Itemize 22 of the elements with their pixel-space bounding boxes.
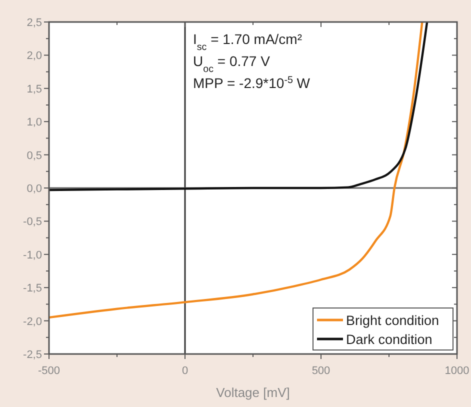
y-tick-label: -1,5 bbox=[23, 282, 42, 295]
annotation: U$_{oc}$ = 0.77 V bbox=[193, 53, 271, 74]
y-tick-label: -2,0 bbox=[23, 316, 42, 328]
y-tick-label: 1,5 bbox=[26, 83, 42, 96]
y-tick-label: 0,5 bbox=[26, 150, 42, 162]
y-tick-label: 0,0 bbox=[26, 183, 42, 195]
x-tick-label: 500 bbox=[312, 365, 330, 377]
annotation: MPP = -2.9*10$^{-5}$ W bbox=[193, 74, 311, 91]
y-tick-label: -1,0 bbox=[23, 249, 42, 262]
y-tick-label: 2,0 bbox=[26, 50, 42, 62]
annotation: I$_{sc}$ = 1.70 mA/cm² bbox=[193, 31, 302, 52]
line-series bbox=[49, 22, 428, 192]
y-tick-label: -0,5 bbox=[23, 216, 42, 228]
x-tick-label: 1000 bbox=[444, 365, 470, 377]
x-tick-label: -500 bbox=[38, 365, 60, 377]
y-tick-label: 2,5 bbox=[26, 17, 42, 29]
y-tick-label: -2,5 bbox=[23, 349, 42, 361]
y-tick-label: 1,0 bbox=[26, 116, 42, 129]
x-axis-title: Voltage [mV] bbox=[216, 385, 290, 400]
legend-label: Dark condition bbox=[346, 332, 432, 347]
x-tick-label: 0 bbox=[182, 365, 188, 377]
legend-label: Bright condition bbox=[346, 313, 440, 328]
